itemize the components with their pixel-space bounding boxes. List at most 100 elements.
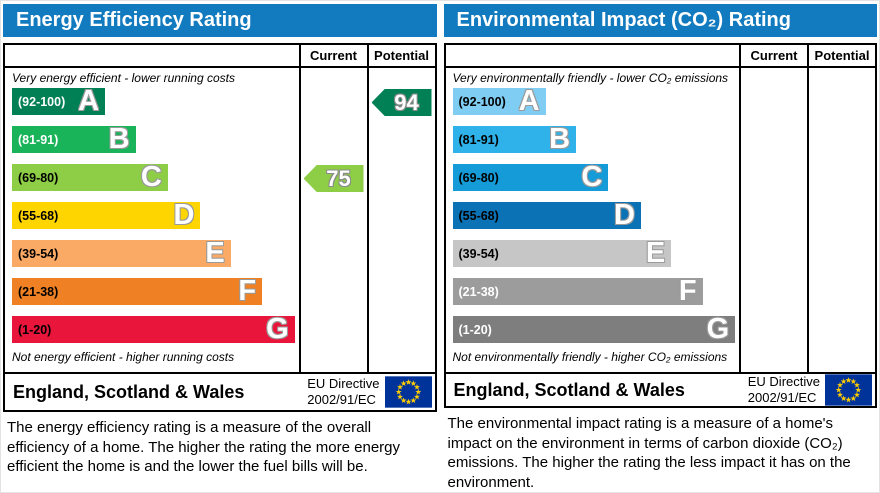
rating-band-row-d: (55-68) D (12, 199, 298, 231)
column-header-current: Current (739, 45, 807, 66)
rating-band: (69-80) C (12, 161, 168, 193)
rating-band: (39-54) E (452, 237, 672, 269)
current-column (739, 68, 807, 372)
column-header-row: Current Potential (5, 45, 435, 68)
eu-flag-icon (384, 376, 432, 408)
top-caption: Very environmentally friendly - lower CO… (452, 71, 729, 85)
footer-region-label: England, Scotland & Wales (13, 381, 245, 402)
bottom-caption: Not energy efficient - higher running co… (12, 350, 235, 364)
rating-bands: (92-100) A (81-91) B (69-80) C (55-68) D (39-54)… (12, 85, 298, 345)
current-column: 75 (298, 68, 367, 372)
eu-directive-line1: EU Directive (747, 374, 820, 390)
footer-region-label: England, Scotland & Wales (453, 379, 685, 400)
band-letter: D (173, 199, 195, 231)
band-letter: G (706, 313, 730, 345)
band-letter: C (581, 161, 603, 193)
energy-efficiency-chart: Current Potential Very energy efficient … (3, 43, 437, 374)
band-letter: D (613, 199, 635, 231)
band-letter: B (108, 123, 130, 155)
eu-flag-icon (825, 374, 872, 406)
rating-band: (1-20) G (12, 313, 295, 345)
energy-efficiency-panel: Energy Efficiency Rating Current Potenti… (3, 4, 437, 490)
column-header-potential: Potential (366, 45, 435, 66)
potential-column: 94 (366, 68, 435, 372)
rating-band-row-b: (81-91) B (12, 123, 298, 155)
panel-title: Environmental Impact (CO₂) Rating (443, 4, 877, 37)
rating-band: (69-80) C (452, 161, 609, 193)
band-letter: F (238, 275, 257, 307)
band-letter: A (518, 85, 540, 117)
region-footer: England, Scotland & Wales EU Directive 2… (443, 374, 877, 408)
eu-directive-label: EU Directive 2002/91/EC (307, 376, 384, 407)
environmental-impact-panel: Environmental Impact (CO₂) Rating Curren… (443, 4, 877, 491)
header-spacer (446, 45, 740, 66)
rating-bands: (92-100) A (81-91) B (69-80) C (55-68) D (39-54)… (452, 85, 739, 345)
band-letter: B (549, 123, 571, 155)
band-range-label: (81-91) (18, 132, 59, 147)
environmental-impact-chart: Current Potential Very environmentally f… (443, 43, 877, 374)
potential-rating-arrow: 94 (371, 89, 432, 116)
potential-rating-value: 94 (394, 89, 419, 115)
band-letter: C (140, 161, 162, 193)
band-range-label: (21-38) (18, 284, 59, 299)
band-letter: E (205, 237, 225, 269)
potential-column (807, 68, 875, 372)
band-range-label: (92-100) (18, 94, 66, 109)
eu-directive-label: EU Directive 2002/91/EC (748, 374, 825, 405)
rating-band: (92-100) A (12, 85, 106, 117)
description-text: The environmental impact rating is a mea… (447, 415, 851, 491)
rating-band-row-a: (92-100) A (12, 85, 298, 117)
eu-directive-line2: 2002/91/EC (307, 392, 376, 407)
band-range-label: (21-38) (458, 284, 499, 299)
band-range-label: (92-100) (458, 94, 506, 109)
rating-band: (55-68) D (12, 199, 201, 231)
band-range-label: (1-20) (18, 322, 52, 337)
rating-band-row-a: (92-100) A (452, 85, 739, 117)
rating-band: (21-38) F (12, 275, 263, 307)
rating-band: (39-54) E (12, 237, 231, 269)
rating-band-row-e: (39-54) E (452, 237, 739, 269)
rating-band-row-b: (81-91) B (452, 123, 739, 155)
band-range-label: (39-54) (458, 246, 499, 261)
band-range-label: (69-80) (18, 170, 59, 185)
band-range-label: (55-68) (18, 208, 59, 223)
band-range-label: (39-54) (18, 246, 59, 261)
band-range-label: (69-80) (458, 170, 499, 185)
chart-body: Very environmentally friendly - lower CO… (446, 68, 876, 372)
rating-band-row-c: (69-80) C (12, 161, 298, 193)
rating-band: (81-91) B (12, 123, 136, 155)
band-range-label: (81-91) (458, 132, 499, 147)
rating-band-row-g: (1-20) G (452, 313, 739, 345)
rating-band: (55-68) D (452, 199, 641, 231)
chart-body: Very energy efficient - lower running co… (5, 68, 435, 372)
eu-directive-line1: EU Directive (307, 376, 380, 392)
rating-band-row-c: (69-80) C (452, 161, 739, 193)
band-letter: E (645, 237, 666, 269)
rating-band: (1-20) G (452, 313, 736, 345)
rating-band-row-f: (21-38) F (12, 275, 298, 307)
description-text: The energy efficiency rating is a measur… (7, 419, 401, 475)
rating-band-row-d: (55-68) D (452, 199, 739, 231)
rating-band: (92-100) A (452, 85, 546, 117)
rating-band: (21-38) F (452, 275, 703, 307)
band-letter: G (266, 313, 289, 345)
rating-band-row-e: (39-54) E (12, 237, 298, 269)
column-header-potential: Potential (807, 45, 875, 66)
column-header-row: Current Potential (445, 45, 875, 68)
rating-band: (81-91) B (452, 123, 577, 155)
eu-directive-line2: 2002/91/EC (747, 390, 817, 405)
header-spacer (5, 45, 299, 66)
band-letter: A (78, 85, 100, 117)
region-footer: England, Scotland & Wales EU Directive 2… (3, 374, 437, 412)
column-header-current: Current (298, 45, 367, 66)
band-letter: F (678, 275, 697, 307)
bottom-caption: Not environmentally friendly - higher CO… (452, 350, 728, 364)
top-caption: Very energy efficient - lower running co… (12, 71, 235, 85)
current-rating-arrow: 75 (303, 165, 364, 192)
rating-band-row-g: (1-20) G (12, 313, 298, 345)
rating-band-row-f: (21-38) F (452, 275, 739, 307)
panel-title: Energy Efficiency Rating (3, 4, 437, 37)
band-range-label: (55-68) (458, 208, 499, 223)
band-range-label: (1-20) (458, 322, 492, 337)
